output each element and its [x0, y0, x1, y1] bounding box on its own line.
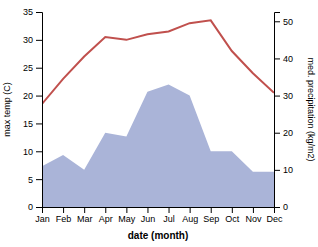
y2-tick: 20 — [274, 128, 293, 138]
x-tick-mark — [105, 207, 106, 213]
area — [42, 84, 274, 207]
x-tick: Oct — [225, 207, 240, 224]
x-tick-label: Mar — [77, 214, 93, 224]
y2-tick-label: 10 — [283, 165, 293, 175]
y2-tick-label: 50 — [283, 17, 293, 27]
x-axis: Jan Feb Mar Apr May Jun Jul Aug Sep Oct Nov Dec — [35, 207, 283, 224]
y-tick: 35 — [23, 7, 42, 17]
y2-tick-mark — [274, 21, 280, 22]
y-tick-label: 5 — [28, 175, 33, 185]
x-tick-label: Dec — [266, 214, 283, 224]
y-tick: 5 — [28, 175, 42, 185]
x-tick-label: Oct — [225, 214, 240, 224]
y-tick: 0 — [28, 202, 42, 212]
x-tick-mark — [84, 207, 85, 213]
x-tick-label: Nov — [245, 214, 262, 224]
y-tick-mark — [36, 207, 42, 208]
x-tick-mark — [253, 207, 254, 213]
x-tick: Mar — [77, 207, 93, 224]
x-tick-label: Aug — [182, 214, 198, 224]
y2-tick-label: 20 — [283, 128, 293, 138]
x-tick-label: Sep — [203, 214, 219, 224]
x-tick-mark — [190, 207, 191, 213]
y-tick-mark — [36, 179, 42, 180]
x-tick: Jan — [35, 207, 50, 224]
x-tick: Nov — [245, 207, 262, 224]
x-tick-label: Feb — [56, 214, 72, 224]
x-tick: Sep — [203, 207, 219, 224]
x-tick-mark — [169, 207, 170, 213]
x-tick-label: May — [118, 214, 136, 224]
x-tick-mark — [211, 207, 212, 213]
axis-line — [43, 208, 275, 214]
x-tick-mark — [147, 207, 148, 213]
x-axis-title: date (month) — [128, 230, 189, 241]
y-tick: 15 — [23, 119, 42, 129]
y2-tick-label: 40 — [283, 54, 293, 64]
y-tick-label: 0 — [28, 202, 33, 212]
x-tick-label: Jan — [35, 214, 50, 224]
x-tick: Jul — [163, 207, 175, 224]
y-tick-mark — [36, 123, 42, 124]
x-tick: Jun — [141, 207, 156, 224]
y2-tick-mark — [274, 58, 280, 59]
y2-tick: 50 — [274, 17, 293, 27]
y2-tick-mark — [274, 133, 280, 134]
chart: JanFebMarAprMayJunJulAugSepOctNovDec0510… — [0, 0, 318, 247]
y-tick-label: 15 — [23, 119, 33, 129]
y2-tick: 40 — [274, 54, 293, 64]
y-tick-mark — [36, 40, 42, 41]
y2-tick-mark — [274, 170, 280, 171]
axis-line — [275, 13, 281, 208]
y2-tick-label: 30 — [283, 91, 293, 101]
y2-axis-title: med. precipitation (kg/m2) — [306, 57, 316, 161]
y-axis-title: max temp (C) — [2, 82, 12, 137]
x-tick: Apr — [99, 207, 113, 224]
y2-tick-mark — [274, 96, 280, 97]
y-tick-mark — [36, 68, 42, 69]
y-tick-mark — [36, 12, 42, 13]
x-tick-mark — [232, 207, 233, 213]
plot: JanFebMarAprMayJunJulAugSepOctNovDec0510… — [2, 7, 316, 241]
y2-tick: 0 — [274, 202, 288, 212]
y-tick: 30 — [23, 35, 42, 45]
x-tick: May — [118, 207, 136, 224]
y-tick-label: 35 — [23, 7, 33, 17]
y-tick-mark — [36, 151, 42, 152]
y-tick-mark — [36, 96, 42, 97]
y-tick: 20 — [23, 91, 42, 101]
x-tick-label: Jul — [163, 214, 175, 224]
x-tick: Feb — [56, 207, 72, 224]
y-tick-label: 25 — [23, 63, 33, 73]
x-tick-mark — [63, 207, 64, 213]
y2-tick: 30 — [274, 91, 293, 101]
x-tick-mark — [126, 207, 127, 213]
y-tick-label: 20 — [23, 91, 33, 101]
y2-tick: 10 — [274, 165, 293, 175]
axis-line — [36, 13, 43, 208]
line — [42, 20, 274, 104]
y2-tick-mark — [274, 207, 280, 208]
y-tick-label: 30 — [23, 35, 33, 45]
x-tick-label: Jun — [141, 214, 156, 224]
y2-axis: 0 10 20 30 40 50 — [274, 13, 293, 213]
marks — [42, 20, 274, 207]
y2-tick-label: 0 — [283, 202, 288, 212]
y-tick: 10 — [23, 147, 42, 157]
x-tick: Aug — [182, 207, 198, 224]
y-tick-label: 10 — [23, 147, 33, 157]
x-tick: Dec — [266, 207, 283, 224]
y-axis: 0 5 10 15 20 25 30 35 — [23, 7, 43, 212]
y-tick: 25 — [23, 63, 42, 73]
x-tick-label: Apr — [99, 214, 113, 224]
